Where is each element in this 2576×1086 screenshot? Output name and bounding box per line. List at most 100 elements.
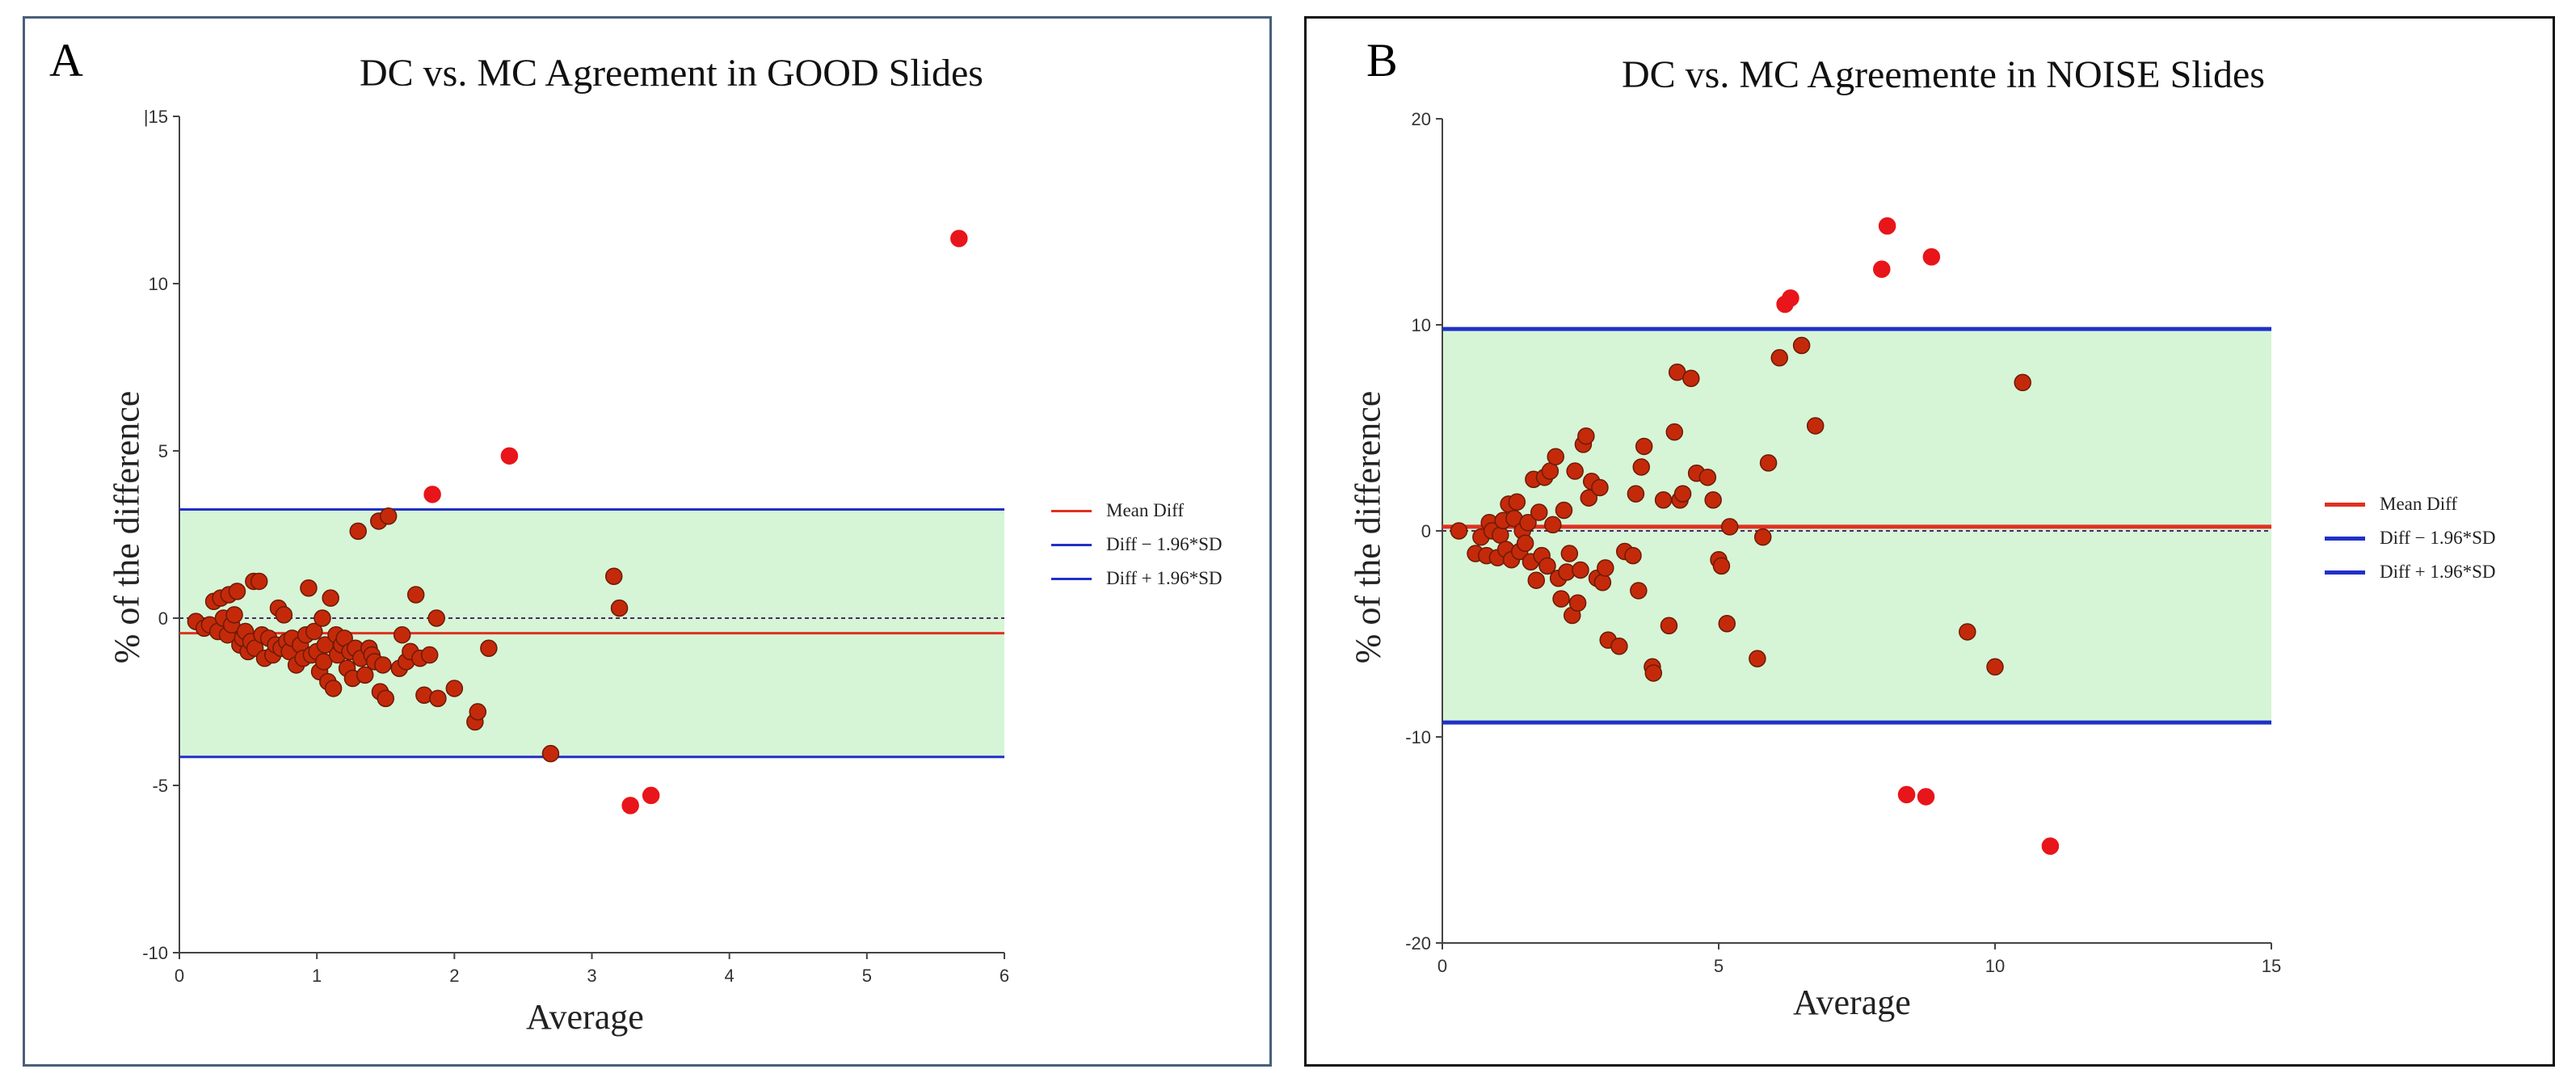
data-point-b [1806, 417, 1825, 435]
data-point-a [228, 583, 246, 600]
data-point-a [300, 579, 318, 597]
panel-label-b: B [1366, 34, 1398, 86]
data-point-b [1632, 458, 1650, 476]
data-point-b [1547, 448, 1564, 465]
data-point-b [1682, 369, 1700, 388]
legend-swatch-upper-b [2325, 570, 2365, 575]
data-point-a [445, 680, 464, 697]
plot-area-a: 0 1 2 3 4 5 6 |15 10 5 0 -5 -10 [142, 107, 1009, 986]
data-point-b [1878, 217, 1896, 235]
legend-item-upper-a: Diff + 1.96*SD [1051, 568, 1223, 589]
legend-label-upper-b: Diff + 1.96*SD [2380, 562, 2496, 582]
data-point-b [1644, 664, 1663, 682]
data-point-a [377, 689, 394, 708]
panel-a: A DC vs. MC Agreement in GOOD Slides 0 1 2… [23, 16, 1272, 1067]
y-tick-label-b: 0 [1421, 521, 1431, 541]
data-point-b [1665, 423, 1684, 441]
y-tick-label-b: -10 [1405, 727, 1431, 747]
data-point-b [1527, 571, 1546, 589]
legend-item-lower-a: Diff − 1.96*SD [1051, 534, 1223, 555]
x-axis-label-a: Average [526, 997, 644, 1037]
data-point-b [1555, 501, 1573, 520]
data-point-a [541, 744, 560, 763]
legend-item-upper-b: Diff + 1.96*SD [2325, 562, 2496, 583]
x-tick-label-b: 0 [1437, 956, 1447, 976]
panel-label-a: A [49, 34, 83, 86]
data-point-b [1597, 559, 1614, 577]
data-point-a [469, 703, 487, 721]
data-point-b [1566, 462, 1584, 480]
data-point-a [950, 229, 968, 247]
data-point-b [1873, 260, 1891, 278]
legend-swatch-upper-a [1051, 577, 1092, 580]
data-point-a [379, 507, 398, 525]
data-point-b [1572, 561, 1589, 579]
x-tick-label-a: 1 [312, 966, 322, 986]
panel-b: B DC vs. MC Agreemente in NOISE Slides 0… [1304, 16, 2555, 1067]
data-point-a [374, 656, 392, 674]
x-tick-label-b: 5 [1714, 956, 1724, 976]
data-point-b [1673, 485, 1692, 503]
data-point-a [420, 646, 439, 664]
plot-area-b: 0 5 10 15 20 10 0 -10 -20 [1405, 109, 2281, 976]
data-point-a [322, 589, 339, 607]
data-point-a [406, 586, 425, 604]
data-point-b [1627, 485, 1645, 503]
chart-title-b: DC vs. MC Agreemente in NOISE Slides [1622, 53, 2265, 96]
data-point-b [1718, 615, 1736, 633]
x-tick-label-b: 10 [1985, 956, 2005, 976]
data-point-a [610, 599, 629, 617]
data-point-b [1792, 336, 1811, 355]
legend-label-mean-a: Mean Diff [1106, 500, 1185, 520]
y-tick-label-a: -5 [152, 776, 168, 796]
y-tick-label-a: 0 [158, 608, 168, 629]
legend-item-lower-b: Diff − 1.96*SD [2325, 528, 2496, 549]
data-point-b [1759, 454, 1778, 472]
y-tick-label-b: 20 [1412, 109, 1431, 129]
data-point-a [356, 666, 374, 684]
data-point-b [1704, 491, 1722, 509]
data-point-b [1770, 349, 1788, 367]
data-point-b [1450, 522, 1468, 540]
data-point-b [1593, 574, 1612, 591]
data-point-a [314, 609, 331, 627]
data-point-a [393, 625, 411, 644]
data-point-a [324, 680, 343, 697]
y-tick-label-a: 10 [149, 274, 168, 294]
x-tick-label-a: 0 [175, 966, 184, 986]
data-point-b [1986, 658, 2004, 676]
legend-label-mean-b: Mean Diff [2380, 494, 2458, 514]
y-tick-label-a: |15 [144, 107, 168, 127]
data-point-b [1519, 514, 1537, 532]
data-point-b [1568, 594, 1587, 612]
data-point-a [604, 567, 623, 585]
legend-label-upper-a: Diff + 1.96*SD [1106, 568, 1223, 588]
data-point-b [1552, 590, 1570, 608]
data-point-a [250, 572, 268, 591]
data-point-a [500, 447, 519, 465]
data-point-b [1610, 638, 1628, 655]
data-point-b [1635, 437, 1653, 456]
data-point-b [1897, 785, 1916, 804]
data-point-b [1630, 582, 1648, 600]
data-point-b [1660, 617, 1678, 635]
data-point-b [1720, 518, 1739, 536]
data-point-b [1591, 478, 1609, 497]
chart-title-a: DC vs. MC Agreement in GOOD Slides [360, 52, 983, 95]
x-tick-label-a: 3 [587, 966, 596, 986]
legend-label-lower-b: Diff − 1.96*SD [2380, 528, 2496, 548]
y-axis-label-b: % of the difference [1348, 390, 1388, 664]
x-tick-label-a: 4 [725, 966, 734, 986]
data-point-b [2014, 373, 2031, 392]
x-tick-label-a: 6 [1000, 966, 1009, 986]
data-point-b [1749, 650, 1766, 667]
legend-swatch-lower-a [1051, 543, 1092, 546]
y-tick-label-b: 10 [1412, 315, 1431, 335]
y-tick-label-a: -10 [142, 943, 168, 963]
y-axis-label-a: % of the difference [107, 390, 147, 664]
data-point-a [314, 653, 333, 671]
legend-item-mean-a: Mean Diff [1051, 500, 1184, 521]
x-tick-label-b: 15 [2262, 956, 2281, 976]
y-tick-label-b: -20 [1405, 933, 1431, 953]
data-point-a [480, 639, 498, 658]
